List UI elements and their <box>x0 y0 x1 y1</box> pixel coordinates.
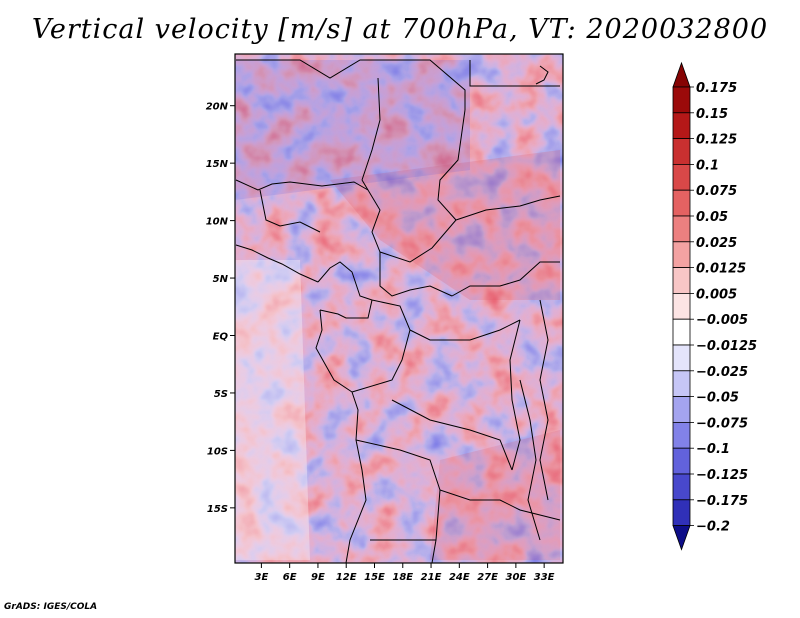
colorbar-swatch <box>672 138 691 165</box>
colorbar-label: −0.2 <box>696 520 730 535</box>
lon-tick-label: 24E <box>449 572 470 583</box>
lon-tick-label: 12E <box>336 572 357 583</box>
colorbar-label: −0.175 <box>696 494 748 509</box>
colorbar-swatch <box>672 447 691 475</box>
credit-label: GrADS: IGES/COLA <box>4 602 98 612</box>
colorbar-swatch <box>672 163 691 191</box>
colorbar-bottom-arrow <box>672 525 691 551</box>
colorbar-label: 0.15 <box>696 107 728 122</box>
map-title: Vertical velocity [m/s] at 700hPa, VT: 2… <box>31 14 769 45</box>
colorbar-swatch <box>672 112 691 140</box>
lon-tick-label: 33E <box>534 572 555 583</box>
colorbar-swatch <box>672 215 691 243</box>
colorbar-swatch <box>672 396 691 423</box>
colorbar-swatch <box>672 86 691 114</box>
lon-tick-label: 30E <box>505 572 526 583</box>
colorbar-label: 0.125 <box>696 133 737 148</box>
colorbar-label: 0.005 <box>696 287 737 302</box>
colorbar-label: 0.1 <box>696 158 719 173</box>
colorbar-label: 0.025 <box>696 236 737 251</box>
colorbar-label: 0.175 <box>696 81 737 96</box>
country-borders <box>235 59 561 563</box>
velocity-field <box>235 54 563 563</box>
lat-tick-label: 10N <box>206 217 229 228</box>
colorbar-top-arrow <box>672 61 691 88</box>
latitude-axis: 20N 15N 10N 5N EQ 5S 10S 15S <box>206 102 235 515</box>
colorbar-label: 0.0125 <box>696 262 746 277</box>
colorbar-label: −0.1 <box>696 442 730 457</box>
colorbar-swatch <box>672 267 691 294</box>
lat-tick-label: 15N <box>206 159 229 170</box>
colorbar-swatch <box>672 292 691 320</box>
longitude-axis: 3E 6E 9E 12E 15E 18E 21E 24E 27E 30E 33E <box>254 563 555 583</box>
colorbar-swatch <box>672 318 691 346</box>
lat-tick-label: EQ <box>213 332 229 343</box>
colorbar-label: −0.025 <box>696 365 748 380</box>
colorbar-swatch <box>672 189 691 217</box>
colorbar-swatch <box>672 344 691 372</box>
lat-tick-label: 5S <box>214 389 228 400</box>
lon-tick-label: 9E <box>311 572 325 583</box>
colorbar-swatch <box>672 473 691 501</box>
lon-tick-label: 6E <box>283 572 297 583</box>
colorbar-label: 0.05 <box>696 210 728 225</box>
lon-tick-label: 3E <box>254 572 268 583</box>
lat-tick-label: 5N <box>213 274 229 285</box>
lat-tick-label: 10S <box>207 446 228 457</box>
map-frame <box>234 53 564 564</box>
lat-tick-label: 15S <box>207 504 228 515</box>
colorbar-swatch <box>672 241 691 269</box>
lat-tick-label: 20N <box>206 102 229 113</box>
colorbar: 0.175 0.15 0.125 0.1 0.075 0.05 0.025 0.0125 0.0… <box>672 61 757 551</box>
colorbar-swatch <box>672 370 691 397</box>
colorbar-swatch <box>672 499 691 526</box>
colorbar-label: 0.075 <box>696 184 737 199</box>
lon-tick-label: 18E <box>392 572 413 583</box>
lon-tick-label: 15E <box>364 572 385 583</box>
colorbar-label: −0.005 <box>696 313 748 328</box>
colorbar-label: −0.075 <box>696 416 748 431</box>
colorbar-label: −0.05 <box>696 391 739 406</box>
lon-tick-label: 21E <box>421 572 442 583</box>
colorbar-swatch <box>672 421 691 449</box>
colorbar-label: −0.0125 <box>696 339 757 354</box>
colorbar-label: −0.125 <box>696 468 748 483</box>
lon-tick-label: 27E <box>477 572 498 583</box>
